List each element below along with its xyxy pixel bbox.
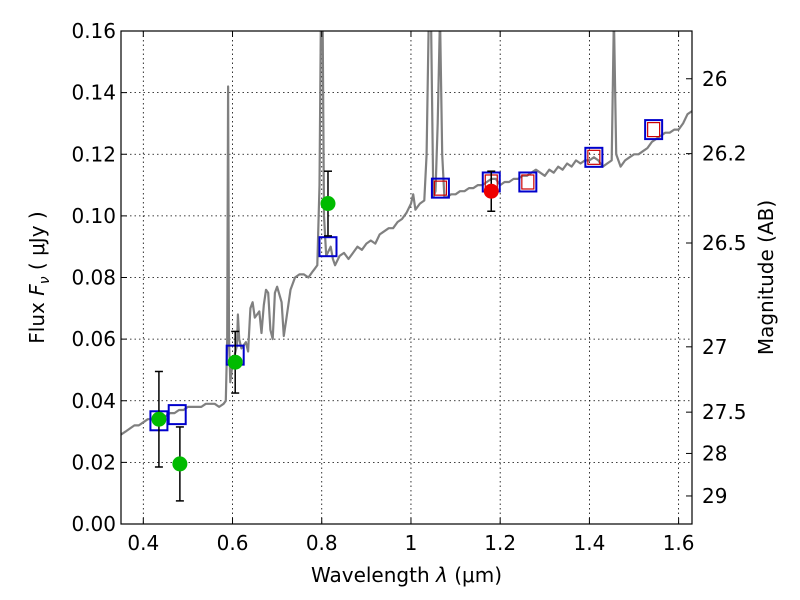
x-tick-label: 1.6	[663, 531, 695, 555]
y2-tick-label: 28	[702, 441, 727, 465]
model-square-inner	[433, 180, 448, 196]
green-point	[320, 196, 336, 212]
x-tick-label: 1	[405, 531, 418, 555]
y2-tick-label: 26.2	[702, 142, 747, 166]
y-tick-label: 0.02	[71, 450, 116, 474]
model-square	[430, 177, 450, 199]
red-point	[483, 183, 499, 199]
x-tick-label: 0.4	[127, 531, 159, 555]
spectrum-line	[121, 31, 692, 436]
y2-tick-label: 29	[702, 484, 727, 508]
y-axis-label: Flux Fν ( μJy )	[25, 211, 53, 343]
y-tick-label: 0.04	[71, 389, 116, 413]
x-tick-label: 1.2	[484, 531, 516, 555]
y-tick-label: 0.16	[71, 19, 116, 43]
model-square-inner	[647, 121, 661, 138]
grid	[121, 30, 692, 525]
model-square	[644, 119, 664, 141]
model-square	[167, 404, 187, 426]
y2-axis-label: Magnitude (AB)	[754, 200, 778, 355]
green-point	[151, 411, 167, 427]
y-tick-label: 0.00	[71, 512, 116, 536]
y2-tick-label: 26	[702, 67, 727, 91]
y-tick-label: 0.06	[71, 327, 116, 351]
model-square	[518, 171, 538, 193]
axes: 0.4 0.6 0.8 1 1.2 1.4 1.6 0.00 0.02 0.04 0.06 0.08 0…	[71, 19, 746, 555]
model-square	[318, 236, 338, 258]
y2-tick-label: 27	[702, 335, 727, 359]
y2-tick-label: 26.5	[702, 231, 747, 255]
model-square-inner	[587, 149, 601, 165]
x-tick-label: 0.6	[217, 531, 249, 555]
green-point	[172, 456, 188, 472]
model-square-inner	[521, 174, 535, 190]
model-square	[584, 146, 604, 168]
y-tick-label: 0.12	[71, 142, 116, 166]
x-tick-label: 0.8	[306, 531, 338, 555]
y2-tick-label: 27.5	[702, 400, 747, 424]
y-tick-label: 0.14	[71, 81, 116, 105]
series	[121, 31, 692, 502]
green-point	[227, 354, 243, 370]
y-tick-label: 0.08	[71, 266, 116, 290]
x-axis-label: Wavelength λ (μm)	[311, 563, 502, 587]
x-tick-label: 1.4	[573, 531, 605, 555]
y-tick-label: 0.10	[71, 204, 116, 228]
